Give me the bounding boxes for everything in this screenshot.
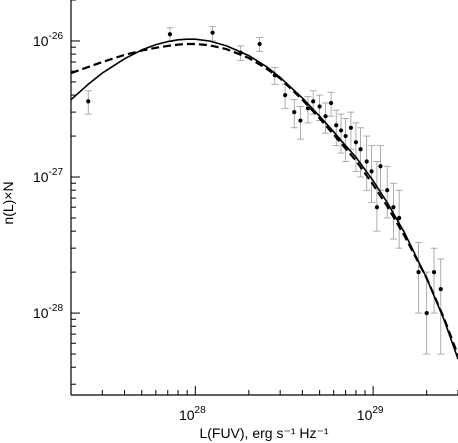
x-tick-label: 1028 xyxy=(179,405,206,423)
data-point xyxy=(431,270,437,275)
data-point xyxy=(343,133,348,139)
data-point xyxy=(353,140,359,145)
data-point xyxy=(292,110,297,115)
data-point xyxy=(374,205,380,210)
data-point xyxy=(317,104,322,109)
data-point xyxy=(334,123,339,128)
data-point xyxy=(323,114,328,119)
y-tick-label: 10-28 xyxy=(33,303,63,321)
solid-model-curve xyxy=(70,38,458,360)
tick-labels: 1028 1029 10-28 10-27 10-26 xyxy=(33,31,384,423)
y-tick-label: 10-26 xyxy=(33,31,63,49)
data-point xyxy=(167,32,173,37)
x-tick-label: 1029 xyxy=(357,405,384,423)
dashed-model-curve xyxy=(70,42,458,356)
data-point xyxy=(378,164,383,169)
data-point xyxy=(238,50,243,55)
model-curves xyxy=(70,38,458,360)
data-point xyxy=(338,128,344,133)
data-point xyxy=(311,99,316,104)
data-point xyxy=(385,188,390,193)
data-point xyxy=(348,125,354,130)
data-points xyxy=(86,30,443,316)
data-point xyxy=(369,169,374,174)
data-point xyxy=(358,147,363,152)
y-tick-label: 10-27 xyxy=(33,167,63,185)
data-point xyxy=(272,73,277,78)
data-point xyxy=(364,159,369,164)
data-point xyxy=(424,310,429,316)
error-bars xyxy=(84,25,445,355)
data-point xyxy=(283,93,288,98)
data-point xyxy=(438,287,443,292)
axes xyxy=(70,0,458,396)
data-point xyxy=(416,270,421,275)
y-axis-label: n(L)×N xyxy=(0,181,16,224)
x-axis-label: L(FUV), erg s⁻¹ Hz⁻¹ xyxy=(199,425,328,441)
data-point xyxy=(397,215,402,221)
data-point xyxy=(391,205,396,210)
data-point xyxy=(210,30,215,35)
data-point xyxy=(257,41,262,47)
data-point xyxy=(328,100,334,106)
data-point xyxy=(305,106,311,111)
data-point xyxy=(86,99,91,104)
data-point xyxy=(298,118,303,123)
